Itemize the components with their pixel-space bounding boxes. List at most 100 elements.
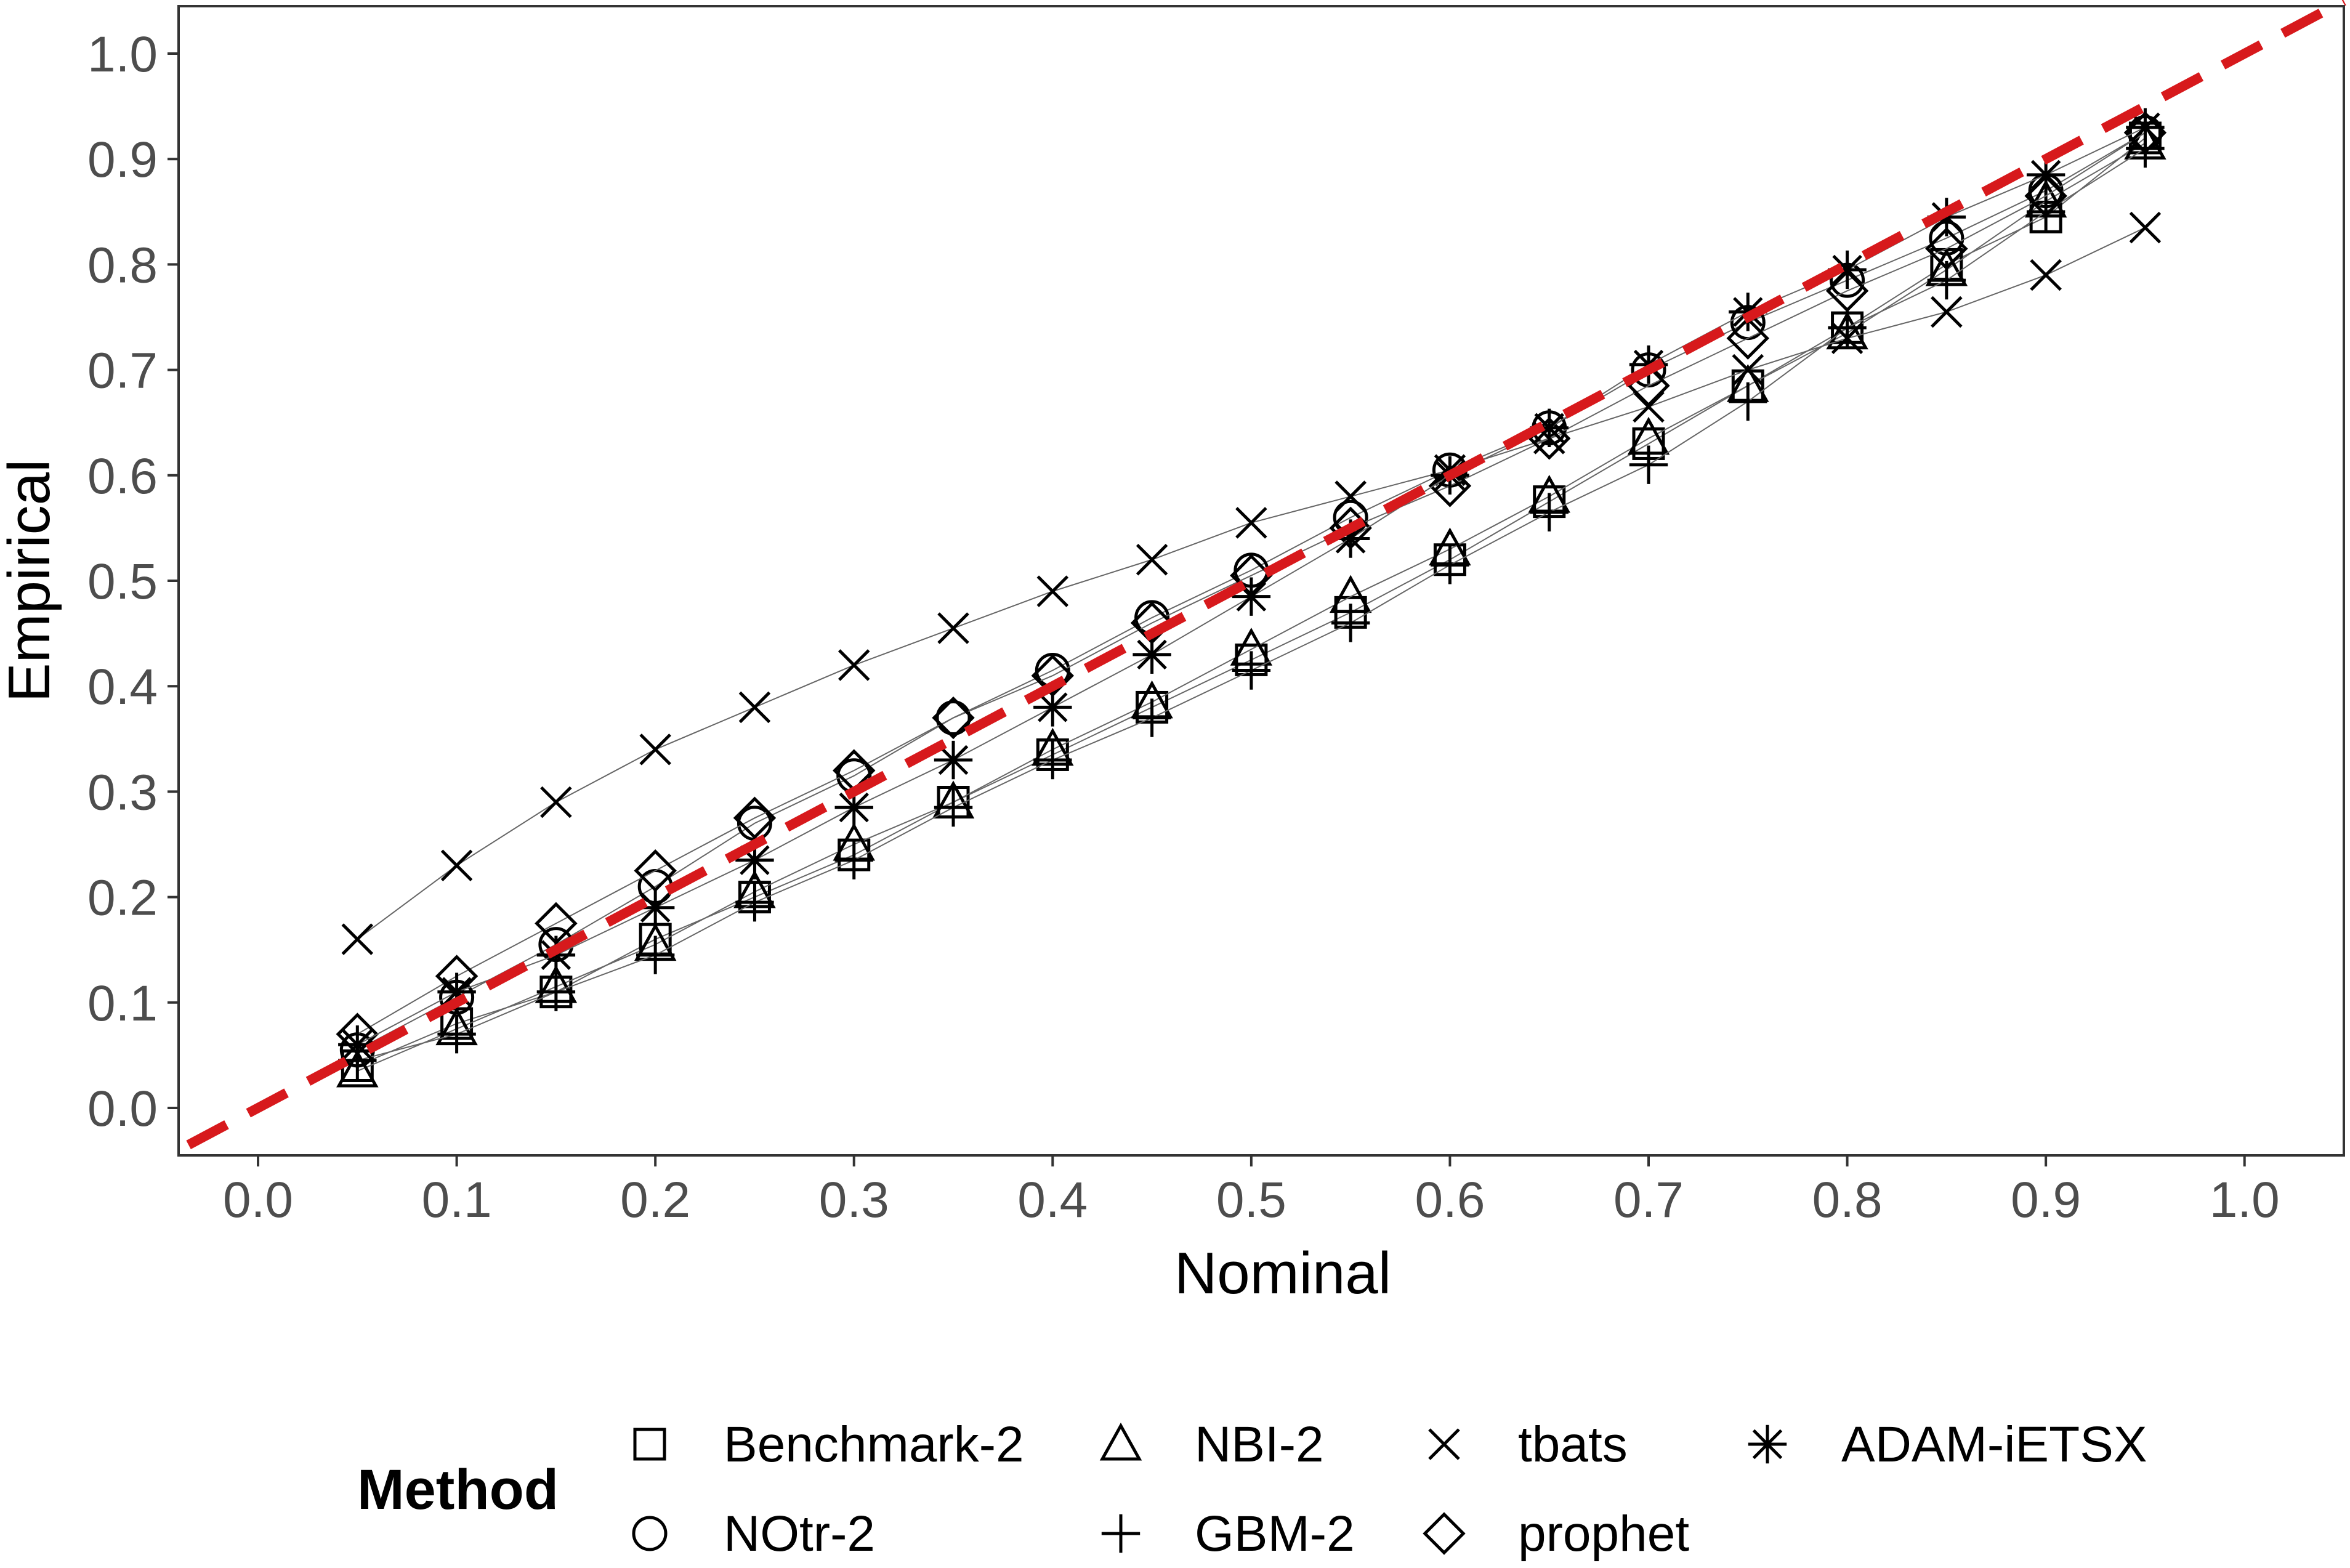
data-point (2026, 155, 2065, 195)
data-point (1428, 464, 1472, 507)
ast-b (1038, 692, 1068, 722)
data-point (1530, 493, 1569, 531)
x-tick-label: 1.0 (2210, 1172, 2280, 1228)
legend-key (633, 1428, 666, 1461)
legend-key (1428, 1428, 1460, 1460)
x-tick-label: 0.7 (1613, 1172, 1684, 1228)
cross-b (2030, 259, 2062, 291)
data-point (1136, 543, 1168, 576)
circle-shape (632, 1516, 668, 1551)
data-point (1828, 250, 1867, 289)
legend-label: NBI-2 (1195, 1416, 1324, 1473)
legend-item: NOtr-2 (632, 1506, 875, 1562)
data-point (1925, 227, 1968, 270)
x-tick-label: 0.5 (1216, 1172, 1286, 1228)
legend-title: Method (357, 1458, 559, 1521)
data-point (341, 923, 374, 955)
data-point (639, 733, 671, 766)
ast-b (342, 1030, 373, 1060)
y-tick-label: 0.2 (87, 870, 158, 926)
x-tick-label: 0.8 (1812, 1172, 1883, 1228)
y-tick-label: 0.1 (87, 976, 158, 1032)
ast-b (839, 792, 869, 823)
legend-key (632, 1516, 668, 1551)
data-point (1331, 604, 1370, 642)
legend-label: Benchmark-2 (724, 1416, 1024, 1473)
legend-item: Benchmark-2 (633, 1416, 1024, 1473)
data-point (838, 649, 870, 681)
ast-b (1832, 254, 1862, 285)
ast-b (938, 745, 969, 775)
data-point (1732, 354, 1764, 386)
y-tick-label: 0.3 (87, 764, 158, 820)
data-point (1530, 408, 1569, 447)
data-point (440, 849, 473, 881)
data-point (536, 972, 576, 1011)
x-tick-label: 0.3 (819, 1172, 889, 1228)
data-point (1036, 575, 1069, 607)
data-point (1828, 308, 1867, 347)
data-point (2126, 108, 2165, 147)
cross-b (341, 923, 374, 955)
data-point (733, 796, 777, 839)
data-point (1232, 651, 1271, 690)
ast-b (1137, 639, 1167, 670)
data-point (934, 788, 973, 827)
data-point (934, 740, 973, 780)
legend-key (1099, 1422, 1142, 1461)
diamond-shape (1925, 227, 1968, 270)
data-point (540, 786, 572, 818)
data-point (1033, 688, 1072, 727)
y-tick-label: 1.0 (87, 26, 158, 83)
legend-label: GBM-2 (1195, 1506, 1355, 1562)
cross-b (1831, 322, 1863, 355)
cross-b (838, 649, 870, 681)
y-axis-title: Empirical (0, 459, 62, 703)
legend: Method Benchmark-2 NBI-2 tbats ADAM-iETSX NO… (357, 1416, 2147, 1562)
data-point (2129, 211, 2162, 244)
x-axis-title: Nominal (1174, 1240, 1391, 1306)
reference-line (186, 0, 2346, 1149)
cross-b (639, 733, 671, 766)
x-tick-label: 0.2 (620, 1172, 690, 1228)
cross-b (2129, 211, 2162, 244)
data-point (2030, 259, 2062, 291)
data-marks (336, 108, 2167, 1088)
x-axis: 0.0 0.1 0.2 0.3 0.4 0.5 0.6 0.7 0.8 0.9 1.0 (223, 1155, 2280, 1228)
ast-b (1236, 581, 1267, 612)
y-tick-label: 0.0 (87, 1081, 158, 1137)
y-tick-label: 0.4 (87, 659, 158, 715)
diamond-shape (1423, 1512, 1466, 1555)
data-point (1133, 698, 1171, 737)
ast-b (1752, 1429, 1783, 1460)
cross-b (1136, 543, 1168, 576)
ast-b (1534, 413, 1564, 443)
ast-b (442, 977, 472, 1007)
legend-key (1423, 1512, 1466, 1555)
data-point (1729, 382, 1767, 421)
y-tick-label: 0.6 (87, 448, 158, 504)
data-point (336, 1049, 379, 1088)
cross-b (738, 691, 771, 724)
legend-label: tbats (1518, 1416, 1628, 1473)
data-point (1235, 507, 1267, 539)
diamond-shape (1428, 464, 1472, 507)
data-point (937, 612, 969, 644)
data-point (1726, 317, 1770, 360)
cross-b (540, 786, 572, 818)
ast-b (2030, 160, 2061, 190)
series-ADAM-iETSX (338, 108, 2165, 1064)
ast-b (640, 892, 671, 923)
y-tick-label: 0.7 (87, 343, 158, 399)
legend-item: NBI-2 (1099, 1416, 1324, 1473)
legend-item: ADAM-iETSX (1748, 1416, 2147, 1473)
data-point (2026, 192, 2065, 232)
y-tick-label: 0.9 (87, 132, 158, 188)
x-tick-label: 0.9 (2011, 1172, 2081, 1228)
data-point (1431, 546, 1469, 584)
data-point (1033, 740, 1072, 780)
series-line (357, 132, 2146, 1035)
